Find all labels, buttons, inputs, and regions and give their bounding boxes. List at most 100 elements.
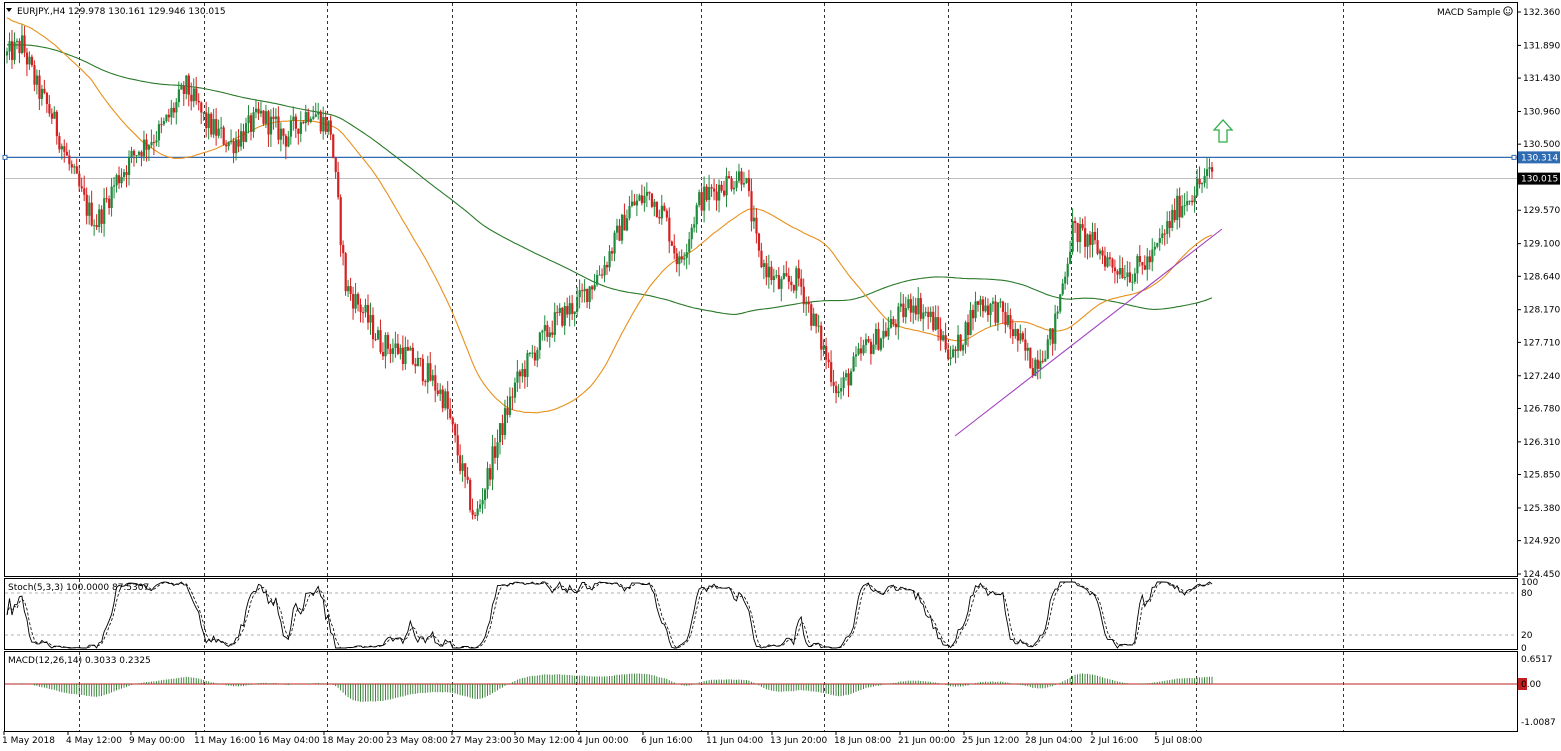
candle-body <box>254 108 258 113</box>
candle-body <box>922 312 925 319</box>
candle-body <box>1046 339 1049 359</box>
candle-body <box>18 40 21 54</box>
candle-body <box>147 145 151 150</box>
candle-body <box>583 288 586 292</box>
candle-body <box>421 358 424 382</box>
candle-body <box>85 194 88 216</box>
candle-body <box>665 210 668 218</box>
candle-body <box>484 489 487 501</box>
candle-body <box>289 120 293 137</box>
candle-body <box>685 252 688 258</box>
candle-body <box>103 198 106 224</box>
time-label: 4 Jun 00:00 <box>577 736 629 746</box>
expert-label: MACD Sample <box>1437 8 1501 18</box>
candle-body <box>508 396 512 415</box>
trend-line[interactable] <box>954 228 1223 437</box>
candle-body <box>601 274 604 276</box>
stoch-header: Stoch(5,3,3) 100.0000 87.5307 <box>8 583 149 593</box>
candle-body <box>83 188 86 195</box>
candle-body <box>1171 209 1174 228</box>
hline-handle[interactable] <box>2 154 8 160</box>
candle-body <box>15 40 19 42</box>
candle-body <box>115 175 118 186</box>
up-arrow-icon[interactable] <box>1212 119 1234 143</box>
candle-body <box>1166 221 1169 234</box>
candle-body <box>1051 328 1054 344</box>
vertical-grid <box>79 3 1344 731</box>
candle-body <box>790 281 793 286</box>
candle-body <box>1001 301 1005 312</box>
candle-body <box>620 214 624 241</box>
candle-body <box>882 330 885 339</box>
candle-body <box>967 322 970 336</box>
time-label: 5 Jul 08:00 <box>1154 736 1203 746</box>
candle-body <box>145 139 148 150</box>
candle-body <box>187 75 190 95</box>
macd-pane[interactable] <box>4 651 1518 732</box>
candle-body <box>630 201 634 207</box>
main-pane[interactable] <box>4 2 1518 577</box>
candle-body <box>155 140 158 143</box>
candle-body <box>247 115 250 124</box>
candle-body <box>329 120 332 135</box>
price-tick-label: 125.850 <box>1523 471 1560 481</box>
stoch-level-label: 20 <box>1521 631 1533 641</box>
time-label: 4 May 12:00 <box>66 736 122 746</box>
candle-body <box>830 362 833 383</box>
candle-body <box>1206 169 1209 176</box>
candle-body <box>264 111 268 124</box>
price-tick-label: 130.960 <box>1523 107 1560 117</box>
candle-body <box>294 116 298 129</box>
candle-body <box>815 313 818 327</box>
candle-body <box>399 347 402 354</box>
candle-body <box>496 442 499 458</box>
candle-body <box>1074 220 1077 224</box>
candle-body <box>240 131 243 147</box>
candle-body <box>299 122 302 134</box>
up-arrow-shape[interactable] <box>1212 119 1234 143</box>
candle-body <box>845 373 848 378</box>
time-label: 1 May 2018 <box>2 736 55 746</box>
time-label: 6 Jun 16:00 <box>641 736 693 746</box>
hline-price-label-box <box>1518 151 1560 164</box>
candle-body <box>1136 256 1139 274</box>
candle-body <box>409 347 412 351</box>
smiley-icon[interactable] <box>1503 6 1513 16</box>
candle-body <box>1039 360 1042 369</box>
candle-body <box>528 352 532 354</box>
horizontal-line[interactable] <box>2 154 1517 180</box>
candle-body <box>376 330 380 340</box>
candle-body <box>1081 224 1084 229</box>
candle-body <box>227 142 230 147</box>
candle-body <box>157 124 161 141</box>
candle-body <box>1054 313 1057 344</box>
candle-body <box>123 172 126 178</box>
candle-body <box>110 186 113 208</box>
candle-body <box>55 111 58 137</box>
candle-body <box>130 150 133 157</box>
candle-body <box>1133 273 1137 282</box>
candle-body <box>1084 228 1087 247</box>
candle-body <box>907 299 910 309</box>
trendline[interactable] <box>954 228 1223 437</box>
triangle-down-icon[interactable] <box>6 8 12 12</box>
candle-body <box>210 113 213 135</box>
candle-body <box>197 100 200 103</box>
candle-body <box>1186 200 1189 206</box>
candle-body <box>207 113 210 129</box>
candle-body <box>1116 271 1119 275</box>
candle-body <box>434 375 437 391</box>
candle-body <box>1101 250 1104 256</box>
hline-handle[interactable] <box>1511 154 1517 160</box>
candle-body <box>782 273 785 279</box>
candle-body <box>38 75 41 99</box>
candle-body <box>989 303 992 316</box>
candle-body <box>976 301 980 305</box>
candle-body <box>140 151 143 157</box>
stoch-pane[interactable] <box>4 578 1518 650</box>
candle-body <box>277 116 280 140</box>
candle-body <box>770 266 773 281</box>
candle-body <box>680 256 683 260</box>
candle-body <box>822 345 825 350</box>
